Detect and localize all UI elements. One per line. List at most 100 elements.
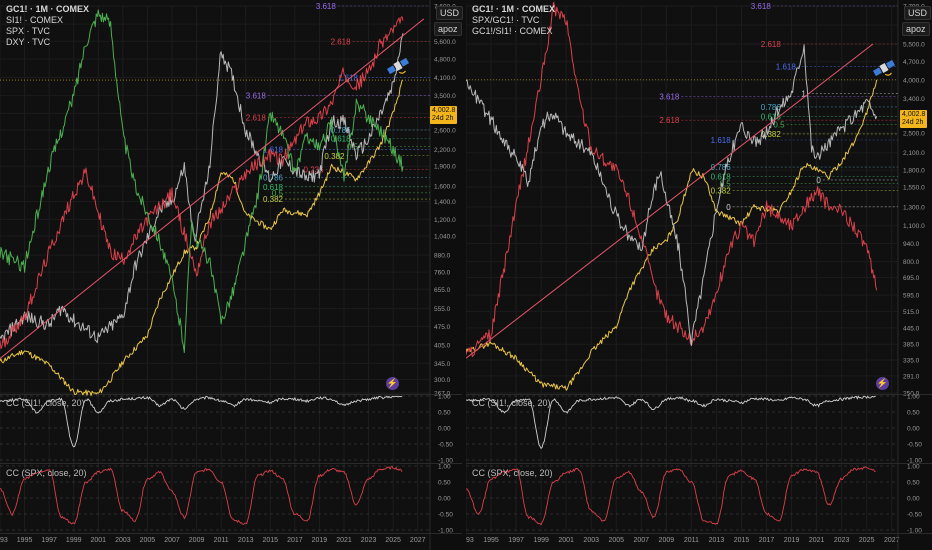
price-tick-label: 1,100.0 [903,223,925,230]
price-tick-label: 800.0 [903,259,920,266]
trendline [466,43,874,359]
price-tick-label: 3,400.0 [903,96,925,103]
fib-level-label: 2.618 [246,113,267,122]
fib-level-label: 1.618 [263,145,284,154]
price-tick-label: 1,040.0 [434,233,456,240]
legend-left: GC1! · 1M · COMEX SI1! · COMEX SPX · TVC… [6,4,89,48]
price-tick-label: 2,600.0 [434,127,456,134]
fib-level-label: 1.618 [776,63,797,72]
fib-level-label: 2.618 [331,37,352,46]
price-tick-label: 515.0 [903,309,920,316]
cc-tick-label: -1.00 [907,458,922,465]
price-tick-label: 1,400.0 [434,199,456,206]
indicator-label[interactable]: CC (SI1!, close, 20) [6,398,85,408]
fib-level-label: 0.618 [263,183,284,192]
fib-level-label: 3.618 [316,2,337,11]
price-tick-label: 1,550.0 [903,184,925,191]
fib-level-label: 2.618 [761,40,782,49]
time-tick-label: 2011 [214,537,229,544]
cc-tick-label: -1.00 [438,458,453,465]
indicator-label[interactable]: CC (SPX, close, 20) [6,468,87,478]
series-line-dxy [0,9,404,353]
price-tick-label: 655.0 [434,287,451,294]
price-chart-left[interactable]: 1993 1995 1997 1999 2001 2003 2005 2007 2009 2011… [0,0,462,550]
cc-tick-label: -1.00 [907,528,922,535]
time-tick-label: 2027 [410,537,426,544]
cc-tick-label: 0.00 [907,426,920,433]
fib-level-label: 0.786 [711,163,732,172]
fib-level-label: 2.618 [659,116,680,125]
trendline [0,18,425,359]
time-tick-label: 2011 [684,537,699,544]
last-price-value: 4,002.8 [432,107,456,114]
fib-level-label: 0.382 [761,130,782,139]
price-tick-label: 1,200.0 [434,217,456,224]
cc-tick-label: 0.00 [438,426,451,433]
time-tick-label: 2015 [262,537,278,544]
satellite-icon [872,59,896,77]
price-tick-label: 1,600.0 [434,184,456,191]
time-tick-label: 1993 [0,537,8,544]
cc-tick-label: -0.50 [438,442,453,449]
lightning-icon[interactable]: ⚡ [386,377,399,390]
price-chart-right[interactable]: 1993 1995 1997 1999 2001 2003 2005 2007 2009 2011… [466,0,932,550]
lightning-icon[interactable]: ⚡ [876,377,889,390]
fib-level-label: 0.382 [263,195,284,204]
price-tick-label: 445.0 [903,325,920,332]
currency-button[interactable]: USD [904,6,932,20]
series-line-spx-gc1- [466,1,878,358]
plot-background [0,0,430,550]
price-tick-label: 4,100.0 [434,75,456,82]
cc-tick-label: -1.00 [438,528,453,535]
fib-level-label: 0.236 [304,165,325,174]
scale-mode-button[interactable]: apoz [902,22,930,36]
fib-level-label: 0.5 [272,189,284,198]
cc-tick-label: -0.50 [438,512,453,519]
cc-series-line [466,395,876,450]
time-tick-label: 2015 [734,537,750,544]
price-tick-label: 695.0 [903,275,920,282]
time-tick-label: 2025 [385,537,401,544]
time-tick-label: 1995 [17,537,33,544]
cc-tick-label: 0.00 [438,496,451,503]
indicator-label[interactable]: CC (SPX, close, 20) [472,468,553,478]
time-tick-label: 1995 [483,537,499,544]
time-tick-label: 2027 [884,537,900,544]
price-tick-label: 385.0 [903,342,920,349]
time-tick-label: 2019 [784,537,800,544]
price-tick-label: 760.0 [434,270,451,277]
price-tick-label: 880.0 [434,253,451,260]
legend-line: GC1! · 1M · COMEX [472,4,556,14]
price-tick-label: 5,600.0 [434,39,456,46]
fib-level-label: 3.618 [751,2,772,11]
time-tick-label: 2003 [115,537,131,544]
time-tick-label: 1997 [41,537,57,544]
chart-pane-right[interactable]: 1993 1995 1997 1999 2001 2003 2005 2007 2009 2011… [466,0,932,550]
time-tick-label: 2001 [90,537,106,544]
time-tick-label: 2023 [361,537,377,544]
last-price-value: 4,002.8 [902,111,926,118]
time-tick-label: 2005 [140,537,156,544]
time-tick-label: 2001 [558,537,574,544]
cc-tick-label: 1.00 [438,464,451,471]
scale-mode-button[interactable]: apoz [434,22,462,36]
time-tick-label: 2013 [238,537,254,544]
last-price-tag: 4,002.8 24d 2h [430,106,458,124]
time-tick-label: 1993 [466,537,474,544]
price-tick-label: 405.0 [434,342,451,349]
price-tick-label: 475.0 [434,324,451,331]
cc-tick-label: 0.00 [907,496,920,503]
time-tick-label: 2019 [312,537,328,544]
time-tick-label: 2009 [189,537,205,544]
time-tick-label: 2021 [336,537,352,544]
time-tick-label: 2023 [834,537,850,544]
legend-line: GC1! · 1M · COMEX [6,4,90,14]
price-tick-label: 4,700.0 [903,59,925,66]
fib-level-label: 0.786 [263,174,284,183]
chart-pane-left[interactable]: 1993 1995 1997 1999 2001 2003 2005 2007 2009 2011… [0,0,464,550]
fib-level-label: 0 [726,203,731,212]
indicator-label[interactable]: CC (SI1!, close, 20) [472,398,551,408]
price-tick-label: 940.0 [903,241,920,248]
currency-button[interactable]: USD [436,6,464,20]
